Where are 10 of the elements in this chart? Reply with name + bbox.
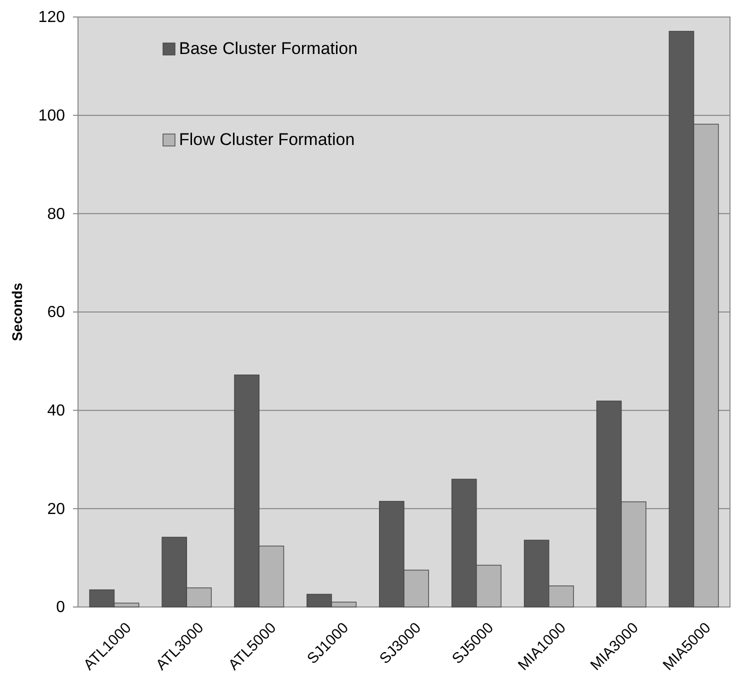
legend-label: Base Cluster Formation — [179, 39, 358, 58]
y-tick-label: 120 — [38, 9, 66, 26]
y-tick-label: 100 — [38, 107, 66, 124]
y-tick-label: 80 — [47, 206, 66, 223]
y-tick-label: 20 — [47, 500, 66, 518]
y-tick-label: 40 — [47, 402, 66, 420]
legend-label: Flow Cluster Formation — [179, 130, 355, 149]
y-tick-label: 60 — [47, 304, 66, 322]
y-tick-label: 0 — [56, 599, 66, 616]
y-axis-title: Seconds — [9, 282, 25, 342]
